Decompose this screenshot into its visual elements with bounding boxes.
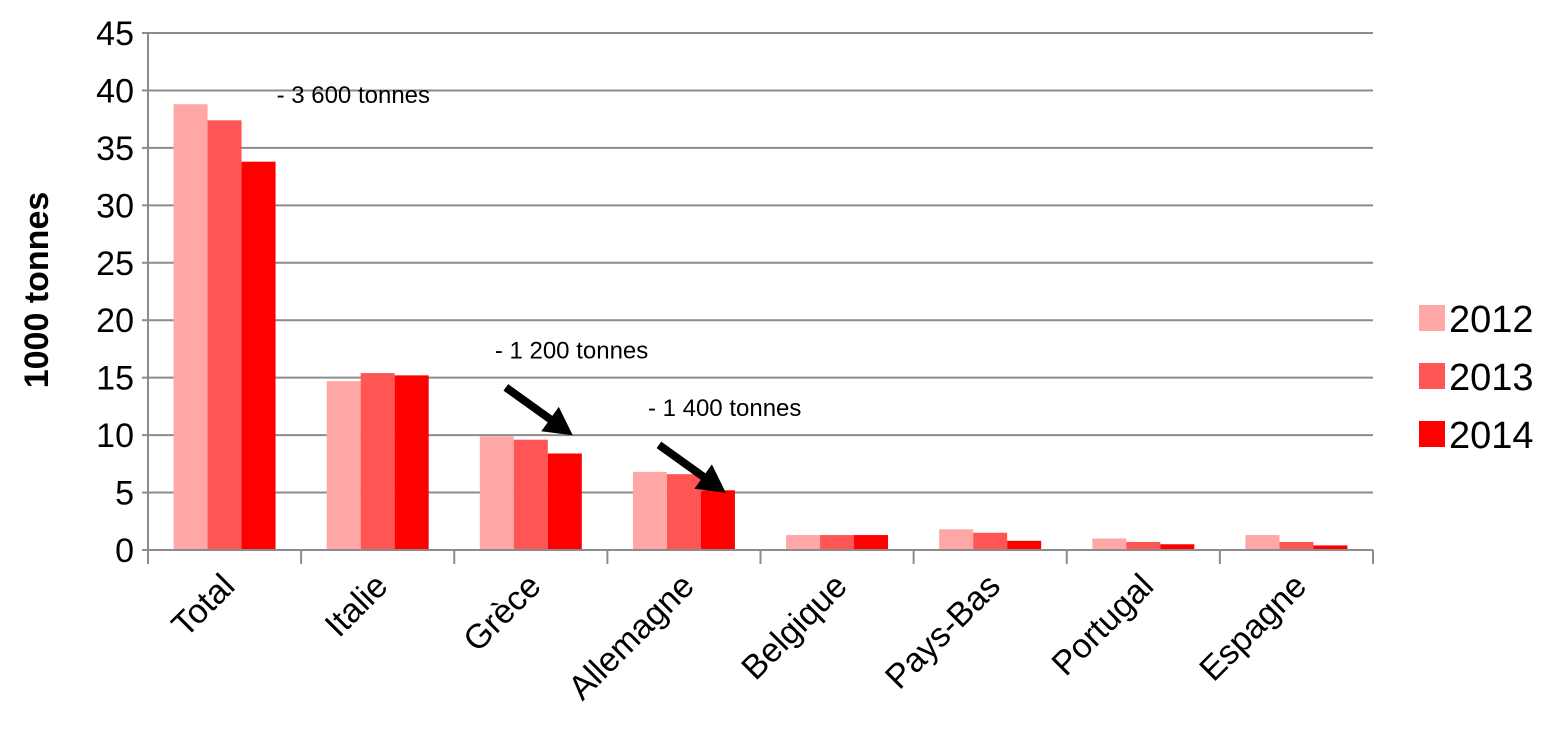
bar-2013-1 (360, 373, 395, 550)
bar-2014-0 (241, 161, 276, 551)
bar-2013-0 (207, 120, 242, 550)
bar-2014-3 (700, 490, 735, 550)
bar-2012-4 (786, 535, 821, 550)
y-tick-label: 15 (96, 360, 134, 398)
arrow-shaft (656, 441, 715, 487)
annotation-label: - 1 400 tonnes (648, 395, 801, 422)
legend-swatch-2013 (1419, 363, 1445, 389)
y-tick-label: 0 (115, 532, 134, 570)
y-tick-label: 30 (96, 187, 134, 225)
x-category-label: Portugal (1045, 567, 1161, 683)
x-category-label: Espagne (1192, 567, 1314, 689)
arrow-shaft (503, 384, 562, 429)
annotations: - 3 600 tonnes - 1 200 tonnes - 1 400 tonn… (277, 82, 801, 493)
bar-2013-2 (513, 439, 548, 550)
bar-2012-6 (1092, 538, 1127, 550)
bar-2013-6 (1126, 541, 1161, 550)
arrow-head (541, 406, 573, 436)
y-axis-title: 1000 tonnes (18, 192, 56, 389)
y-tick-label: 40 (96, 72, 134, 110)
y-tick-label: 45 (96, 15, 134, 53)
bar-2014-1 (394, 375, 429, 550)
bar-2012-5 (939, 529, 974, 550)
bar-2012-2 (479, 436, 514, 550)
y-tick-label: 5 (115, 475, 134, 513)
axes: 0 5 10 15 20 25 30 35 40 45 Total Italie Grèce Allema… (96, 15, 1374, 707)
legend-swatch-2014 (1419, 421, 1445, 447)
legend-label: 2014 (1449, 415, 1534, 457)
x-category-label: Total (165, 567, 243, 645)
bar-2013-5 (973, 532, 1008, 550)
bar-2012-1 (326, 381, 361, 550)
x-category-label: Belgique (734, 567, 854, 687)
arrow-head (694, 464, 726, 493)
y-tick-label: 10 (96, 417, 134, 455)
legend: 2012 2013 2014 (1419, 299, 1534, 457)
legend-swatch-2012 (1419, 305, 1445, 331)
bar-2012-3 (632, 471, 667, 550)
bar-2014-7 (1313, 545, 1348, 550)
bar-2013-4 (820, 535, 855, 550)
y-tick-label: 25 (96, 245, 134, 283)
bar-2014-5 (1007, 540, 1042, 550)
y-tick-label: 20 (96, 302, 134, 340)
bar-2013-3 (666, 474, 701, 550)
legend-label: 2013 (1449, 357, 1534, 399)
bar-2014-4 (854, 535, 889, 550)
legend-label: 2012 (1449, 299, 1534, 341)
bars (173, 104, 1348, 551)
bar-2014-2 (547, 453, 582, 550)
x-category-label: Allemagne (561, 567, 701, 707)
x-category-label: Pays-Bas (878, 567, 1008, 697)
x-category-label: Italie (318, 567, 396, 645)
bar-2013-7 (1279, 541, 1314, 550)
annotation-label: - 1 200 tonnes (495, 337, 648, 364)
annotation-label: - 3 600 tonnes (277, 82, 430, 109)
bar-2012-0 (173, 104, 208, 550)
bar-2014-6 (1160, 544, 1195, 550)
bar-2012-7 (1245, 535, 1280, 550)
x-category-label: Grèce (456, 567, 548, 659)
y-tick-label: 35 (96, 130, 134, 168)
